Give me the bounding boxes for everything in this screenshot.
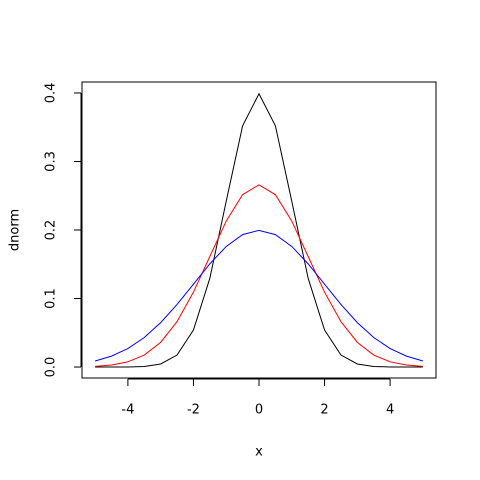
x-tick-label: 4 (386, 403, 394, 418)
data-line (94, 229, 424, 362)
data-line (95, 184, 423, 367)
x-tick-label: 0 (255, 403, 263, 418)
x-tick-label: -2 (187, 403, 200, 418)
y-tick-label: 0.4 (44, 83, 59, 104)
data-line (95, 92, 423, 368)
plot-frame (81, 81, 437, 379)
y-axis-label: dnorm (8, 209, 23, 251)
y-tick-label: 0.3 (44, 151, 59, 172)
x-tick-label: -4 (121, 403, 134, 418)
x-axis-label: x (255, 445, 263, 460)
y-tick-label: 0.0 (44, 357, 59, 378)
y-tick-label: 0.2 (44, 220, 59, 241)
x-tick-label: 2 (320, 403, 328, 418)
y-tick-label: 0.1 (44, 288, 59, 309)
